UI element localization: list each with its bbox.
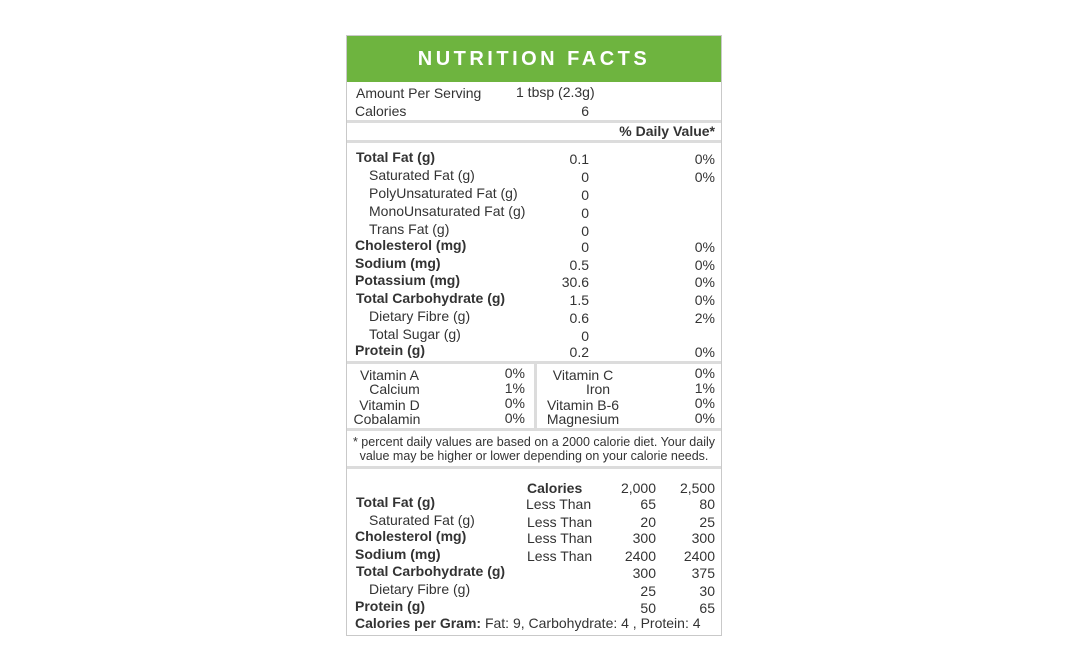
nutrient-daily-value: 0% [694,257,715,273]
vitamin-label: Vitamin D [359,397,420,413]
reference-row-label: Total Fat (g) [356,494,436,510]
reference-value-2500: 375 [691,565,715,581]
reference-value-2500: 25 [699,514,715,530]
calories-per-gram-label: Calories per Gram: [355,615,482,631]
nutrient-daily-value: 0% [694,169,715,185]
nutrient-amount: 0 [581,187,589,203]
calories-label: Calories [355,103,407,119]
divider [347,120,721,123]
reference-calories-label: Calories [527,480,583,496]
vitamin-label: Cobalamin [353,411,421,427]
reference-qualifier: Less Than [527,530,593,546]
reference-col-2500: 2,500 [679,480,715,496]
nutrient-label: Total Sugar (g) [369,326,461,342]
calories-per-gram: Calories per Gram: Fat: 9, Carbohydrate:… [355,615,701,631]
reference-value-2500: 80 [699,496,715,512]
nutrient-amount: 0.6 [569,310,589,326]
calories-value: 6 [581,103,589,119]
nutrient-amount: 0 [581,239,589,255]
vitamin-label: Magnesium [546,411,620,427]
nutrient-label: Total Fat (g) [356,149,436,165]
vitamin-daily-value: 1% [504,380,525,396]
reference-value-2000: 2400 [624,548,656,564]
nutrient-label: Protein (g) [355,342,425,358]
nutrient-amount: 0 [581,205,589,221]
nutrient-daily-value: 0% [694,239,715,255]
nutrient-amount: 0.1 [569,151,589,167]
nutrient-amount: 0.2 [569,344,589,360]
nutrition-facts-title: NUTRITION FACTS [347,36,721,82]
nutrient-daily-value: 0% [694,344,715,360]
reference-row-label: Total Carbohydrate (g) [356,563,506,579]
vitamin-daily-value: 0% [504,410,525,426]
nutrient-amount: 30.6 [561,274,589,290]
vitamin-daily-value: 0% [694,410,715,426]
reference-value-2000: 50 [640,600,656,616]
reference-value-2500: 30 [699,583,715,599]
reference-col-2000: 2,000 [620,480,656,496]
reference-row-label: Sodium (mg) [355,546,441,562]
reference-value-2000: 25 [640,583,656,599]
reference-value-2500: 2400 [683,548,715,564]
reference-value-2000: 300 [632,530,656,546]
footnote-line-1: * percent daily values are based on a 20… [352,435,716,449]
nutrient-label: Saturated Fat (g) [369,167,475,183]
vitamin-daily-value: 1% [694,380,715,396]
nutrient-amount: 0.5 [569,257,589,273]
divider [347,466,721,469]
vitamin-label: Calcium [369,381,420,397]
vitamin-label: Iron [585,381,611,397]
nutrient-daily-value: 0% [694,274,715,290]
nutrient-label: Dietary Fibre (g) [369,308,471,324]
reference-qualifier: Less Than [527,548,593,564]
footnote-line-2: value may be higher or lower depending o… [359,449,709,463]
reference-row-label: Protein (g) [355,598,425,614]
nutrient-amount: 0 [581,328,589,344]
reference-value-2500: 65 [699,600,715,616]
vitamin-daily-value: 0% [504,395,525,411]
calories-per-gram-values: Fat: 9, Carbohydrate: 4 , Protein: 4 [484,615,701,631]
vitamin-daily-value: 0% [694,365,715,381]
vitamin-divider [534,364,537,428]
reference-value-2000: 300 [632,565,656,581]
reference-row-label: Dietary Fibre (g) [369,581,471,597]
reference-row-label: Cholesterol (mg) [355,528,467,544]
vitamin-label: Vitamin C [552,367,614,383]
vitamin-daily-value: 0% [694,395,715,411]
reference-qualifier: Less Than [527,514,593,530]
nutrient-amount: 0 [581,223,589,239]
nutrient-daily-value: 0% [694,151,715,167]
nutrient-label: Sodium (mg) [355,255,441,271]
divider [347,428,721,431]
vitamin-label: Vitamin B-6 [546,397,620,413]
nutrient-daily-value: 0% [694,292,715,308]
daily-value-header: % Daily Value* [619,123,715,139]
reference-value-2500: 300 [691,530,715,546]
divider [347,361,721,364]
nutrient-label: PolyUnsaturated Fat (g) [369,185,518,201]
amount-per-serving-label: Amount Per Serving [356,85,482,101]
nutrient-label: Potassium (mg) [355,272,461,288]
nutrition-label: NUTRITION FACTS Amount Per Serving 1 tbs… [346,35,722,636]
reference-row-label: Saturated Fat (g) [369,512,475,528]
nutrient-amount: 0 [581,169,589,185]
vitamin-daily-value: 0% [504,365,525,381]
reference-value-2000: 65 [640,496,656,512]
nutrient-label: Total Carbohydrate (g) [356,290,506,306]
serving-size-value: 1 tbsp (2.3g) [516,84,595,100]
nutrient-daily-value: 2% [694,310,715,326]
divider [347,140,721,143]
nutrient-label: MonoUnsaturated Fat (g) [369,203,526,219]
nutrient-label: Trans Fat (g) [369,221,450,237]
nutrient-label: Cholesterol (mg) [355,237,467,253]
reference-qualifier: Less Than [526,496,592,512]
reference-value-2000: 20 [640,514,656,530]
vitamin-label: Vitamin A [360,367,419,383]
nutrient-amount: 1.5 [569,292,589,308]
